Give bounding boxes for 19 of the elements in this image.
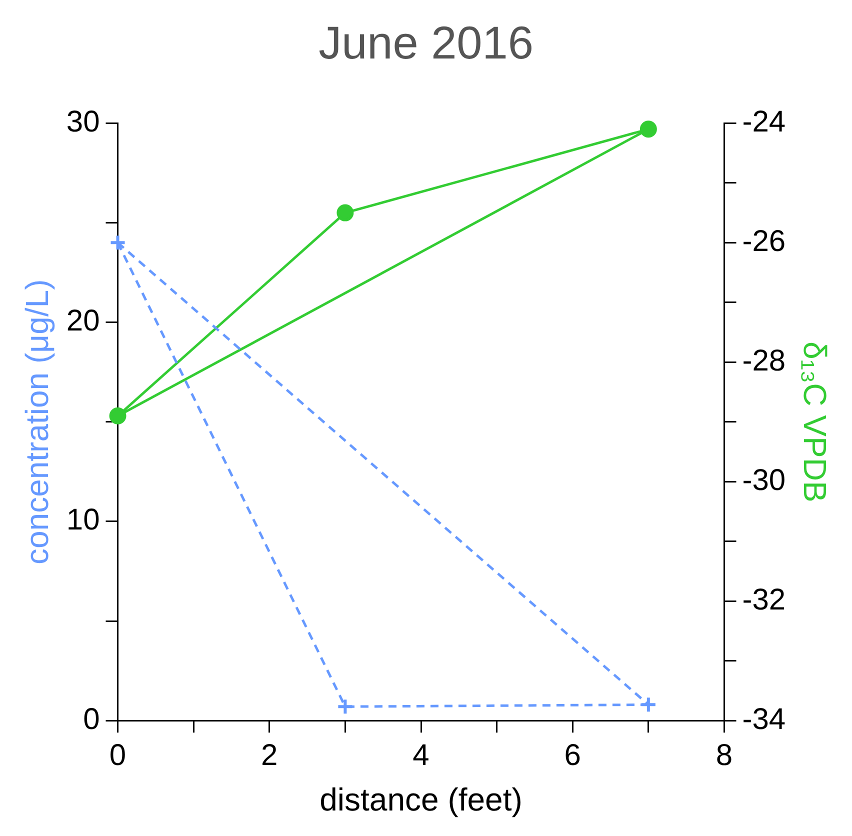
x-tick-label: 6 — [564, 738, 581, 772]
y-tick-label: 0 — [83, 702, 100, 736]
y2-tick-label: -32 — [742, 583, 786, 616]
y-tick-label: 30 — [66, 105, 100, 138]
x-tick-label: 2 — [261, 738, 278, 772]
y-axis-title: concentration (μg/L) — [19, 279, 56, 565]
y2-axis-title: δ₁₃C VPDB — [796, 342, 833, 502]
x-axis-title: distance (feet) — [320, 782, 522, 818]
x-tick-label: 8 — [716, 738, 733, 772]
chart-title: June 2016 — [318, 16, 534, 68]
y2-tick-label: -28 — [742, 344, 786, 378]
y2-tick-label: -34 — [742, 702, 786, 736]
y2-tick-label: -24 — [742, 105, 786, 138]
y-tick-label: 10 — [66, 504, 100, 537]
x-tick-label: 4 — [412, 738, 430, 772]
y2-tick-label: -26 — [742, 224, 786, 258]
x-tick-label: 0 — [109, 738, 126, 772]
y2-tick-label: -30 — [742, 464, 786, 497]
y-tick-label: 20 — [66, 304, 100, 338]
